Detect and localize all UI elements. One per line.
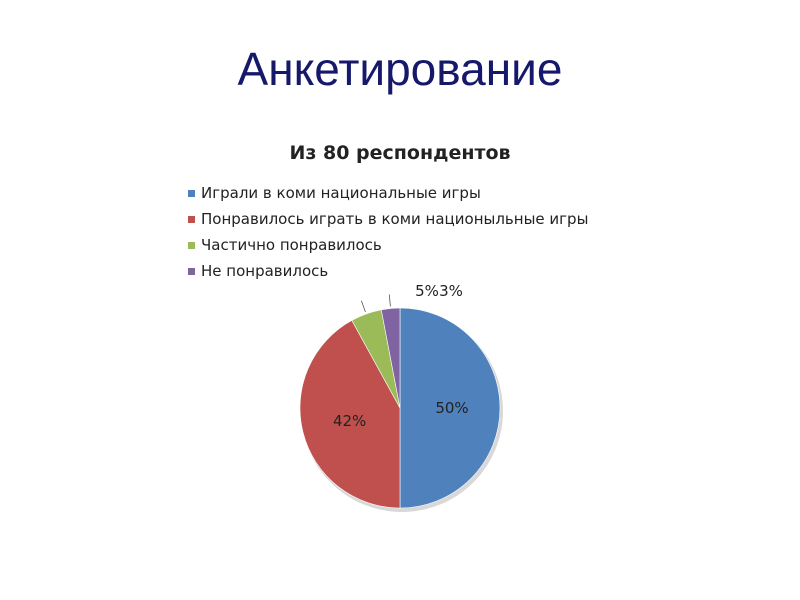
chart-title: Из 80 респондентов xyxy=(289,142,511,164)
slice-label: 5% xyxy=(415,282,439,300)
legend-item: Понравилось играть в коми национыльные и… xyxy=(188,206,588,232)
legend-item: Частично понравилось xyxy=(188,232,588,258)
legend-item: Не понравилось xyxy=(188,258,588,284)
legend: Играли в коми национальные игры Понравил… xyxy=(188,180,588,284)
legend-swatch xyxy=(188,215,195,223)
legend-swatch xyxy=(188,241,195,249)
pie-slice xyxy=(299,319,401,509)
legend-label: Понравилось играть в коми национыльные и… xyxy=(201,210,589,228)
leader-line xyxy=(388,294,391,307)
legend-label: Частично понравилось xyxy=(201,236,382,254)
leader-line xyxy=(361,300,366,313)
legend-label: Играли в коми национальные игры xyxy=(201,184,481,202)
pie-slice xyxy=(399,307,501,509)
legend-item: Играли в коми национальные игры xyxy=(188,180,588,206)
slice-label: 42% xyxy=(333,412,366,430)
slide-title: Анкетирование xyxy=(237,43,563,95)
legend-swatch xyxy=(188,267,195,275)
slice-label: 50% xyxy=(435,399,468,417)
slice-label: 3% xyxy=(439,282,463,300)
legend-label: Не понравилось xyxy=(201,262,329,280)
legend-swatch xyxy=(188,189,195,197)
pie-slice xyxy=(380,307,401,409)
